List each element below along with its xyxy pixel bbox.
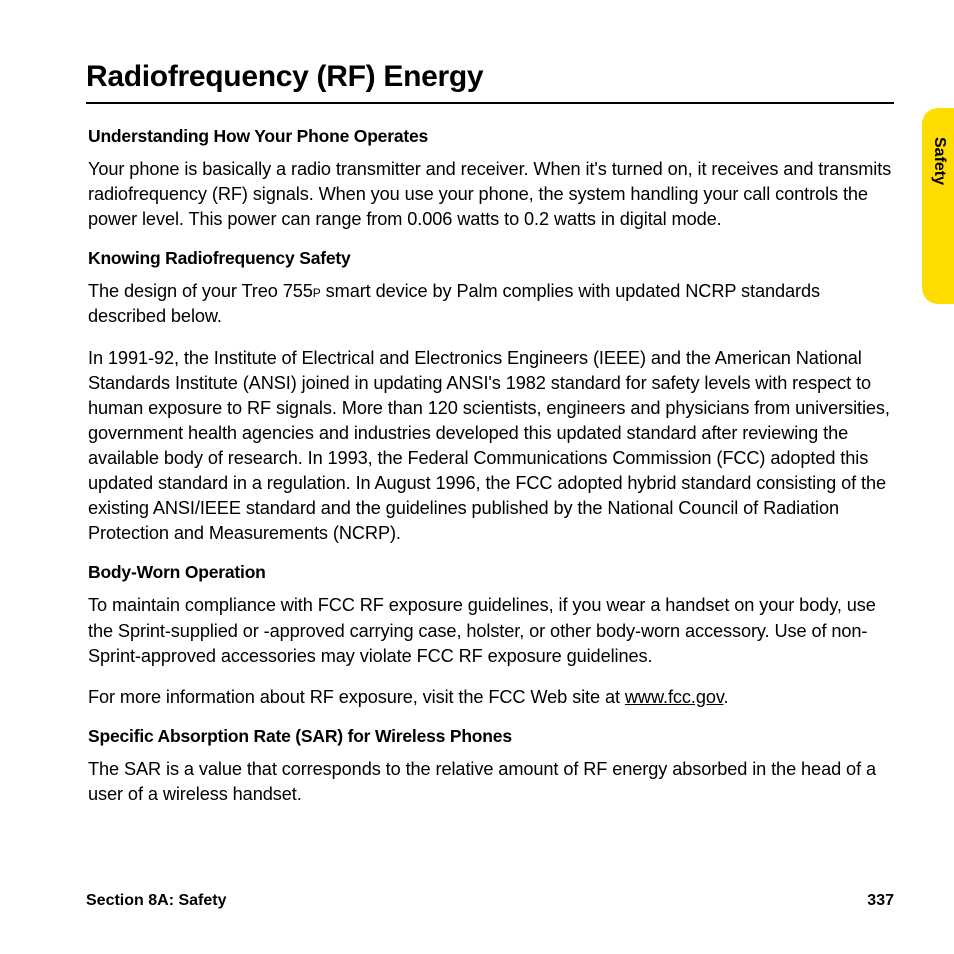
manual-page: Radiofrequency (RF) Energy Understanding… <box>0 0 954 954</box>
heading-body-worn: Body-Worn Operation <box>88 562 896 583</box>
text-fragment: For more information about RF exposure, … <box>88 687 625 707</box>
para-sar: The SAR is a value that corresponds to t… <box>88 757 896 807</box>
footer-page-number: 337 <box>867 892 894 910</box>
para-body-worn-2: For more information about RF exposure, … <box>88 685 896 710</box>
footer-section-label: Section 8A: Safety <box>86 892 226 910</box>
para-rf-safety-2: In 1991-92, the Institute of Electrical … <box>88 346 896 547</box>
text-fragment: The design of your Treo 755 <box>88 281 313 301</box>
text-fragment: . <box>724 687 729 707</box>
side-tab-safety[interactable]: Safety <box>922 108 954 304</box>
para-rf-safety-1: The design of your Treo 755P smart devic… <box>88 279 896 329</box>
page-title: Radiofrequency (RF) Energy <box>86 60 894 94</box>
page-footer: Section 8A: Safety 337 <box>86 892 894 910</box>
fcc-link[interactable]: www.fcc.gov <box>625 687 724 707</box>
heading-sar: Specific Absorption Rate (SAR) for Wirel… <box>88 726 896 747</box>
subscript-p: P <box>313 286 321 300</box>
para-body-worn-1: To maintain compliance with FCC RF expos… <box>88 593 896 668</box>
title-rule <box>86 102 894 104</box>
side-tab-label: Safety <box>930 137 948 185</box>
body-content: Understanding How Your Phone Operates Yo… <box>86 126 896 807</box>
para-understanding: Your phone is basically a radio transmit… <box>88 157 896 232</box>
heading-rf-safety: Knowing Radiofrequency Safety <box>88 248 896 269</box>
heading-understanding: Understanding How Your Phone Operates <box>88 126 896 147</box>
